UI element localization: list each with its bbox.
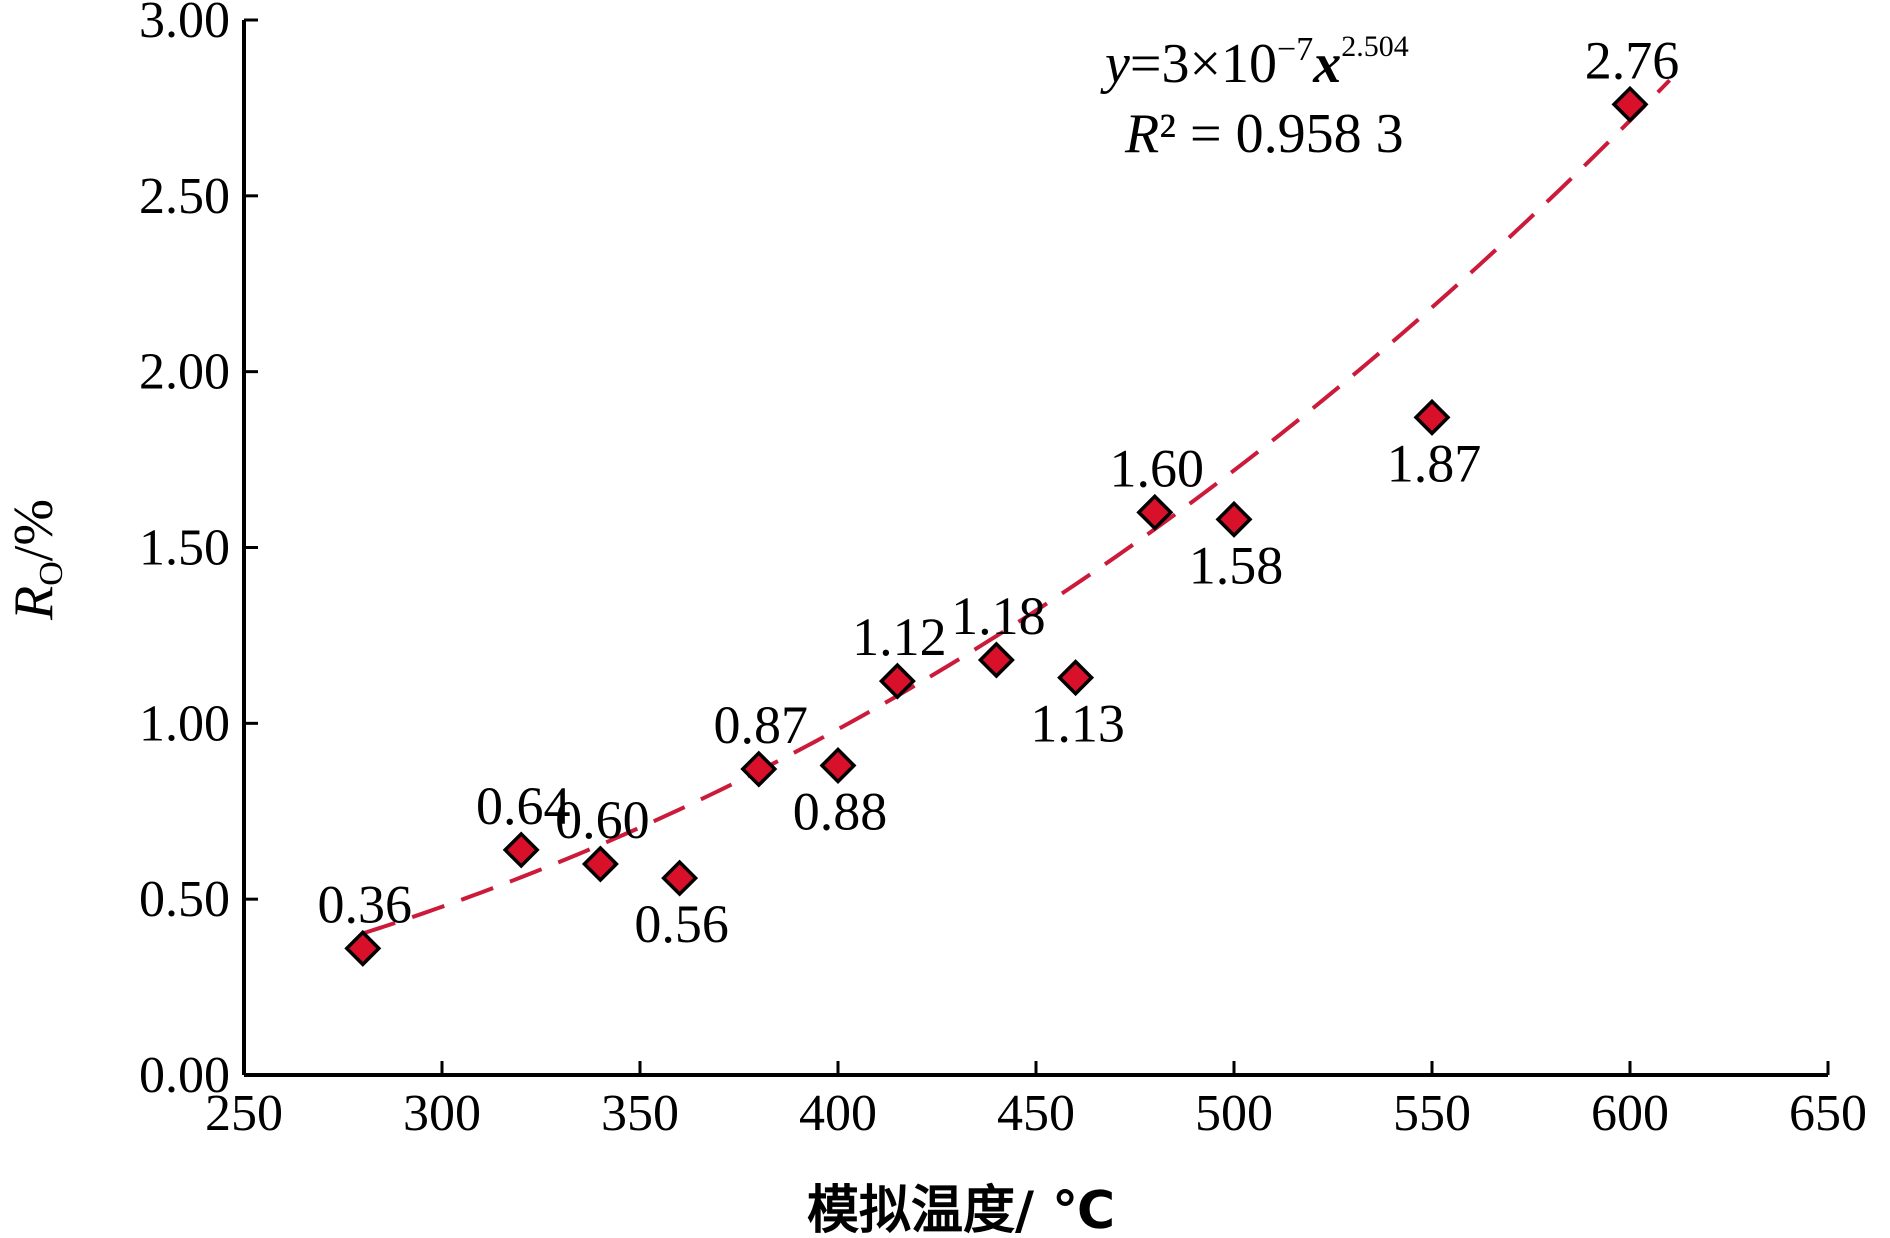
axes [242, 20, 1828, 1077]
y-tick-label: 2.50 [139, 168, 230, 225]
y-tick-label: 2.00 [139, 344, 230, 401]
data-point-label: 1.58 [1189, 535, 1284, 595]
x-tick-label: 450 [997, 1085, 1075, 1142]
fit-equation: y=3×10−7x2.504 R² = 0.958 3 [1100, 30, 1409, 165]
x-tick-label: 400 [799, 1085, 877, 1142]
data-point-label: 1.18 [951, 586, 1046, 646]
data-labels: 0.36 0.640.60 0.56 0.87 0.88 1.12 1.18 1.13 1.60… [318, 30, 1680, 954]
data-point-marker [661, 859, 699, 897]
data-point-label: 0.60 [555, 790, 650, 850]
data-point-marker [977, 641, 1015, 679]
x-tick-label: 300 [403, 1085, 481, 1142]
data-point-label: 1.87 [1387, 433, 1482, 493]
y-axis-title: RO/% [3, 499, 70, 621]
data-point-marker [1215, 500, 1253, 538]
y-tick-label: 1.50 [139, 520, 230, 577]
fit-equation-text: y=3×10−7x2.504 [1100, 30, 1409, 95]
data-point-marker [1611, 85, 1649, 123]
data-point-marker [878, 662, 916, 700]
data-point-label: 1.12 [852, 607, 947, 667]
y-tick-label: 0.50 [139, 871, 230, 928]
data-point-marker [740, 750, 778, 788]
x-tick-label: 500 [1195, 1085, 1273, 1142]
data-point-marker [819, 747, 857, 785]
y-tick-label: 1.00 [139, 695, 230, 752]
data-point-marker [344, 929, 382, 967]
fit-r2-text: R² = 0.958 3 [1124, 103, 1404, 165]
x-tick-label: 350 [601, 1085, 679, 1142]
fit-curve [362, 78, 1672, 936]
y-axis-title-text: RO/% [3, 499, 70, 621]
data-point-label: 0.56 [634, 894, 729, 954]
x-axis-title: 模拟温度/ ℃ [807, 1181, 1115, 1238]
data-point-marker [1413, 398, 1451, 436]
data-point-marker [581, 845, 619, 883]
data-point-marker [1057, 659, 1095, 697]
y-tick-label: 0.00 [139, 1047, 230, 1104]
data-point-label: 2.76 [1585, 30, 1680, 90]
y-ticks: 0.00 0.50 1.00 1.50 2.00 2.50 3.00 [139, 0, 258, 1104]
x-ticks: 250 300 350 400 450 500 550 600 650 [205, 1061, 1867, 1142]
data-point-marker [502, 831, 540, 869]
data-point-label: 0.36 [318, 874, 413, 934]
y-tick-label: 3.00 [139, 0, 230, 49]
data-markers [344, 85, 1649, 967]
x-tick-label: 650 [1789, 1085, 1867, 1142]
data-point-label: 1.60 [1110, 438, 1205, 498]
data-point-label: 1.13 [1030, 694, 1125, 754]
data-point-label: 0.87 [714, 695, 809, 755]
data-point-label: 0.88 [793, 782, 888, 842]
x-tick-label: 550 [1393, 1085, 1471, 1142]
data-point-marker [1136, 493, 1174, 531]
data-point-label: 0.64 [476, 776, 571, 836]
x-tick-label: 600 [1591, 1085, 1669, 1142]
x-tick-label: 250 [205, 1085, 283, 1142]
